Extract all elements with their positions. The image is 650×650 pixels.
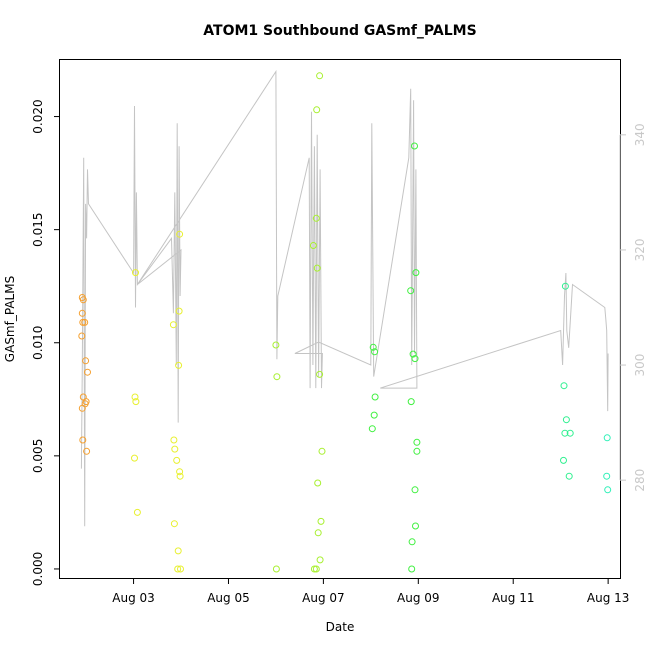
secondary-y-tick-label: 340: [633, 123, 647, 146]
y-tick-label: 0.015: [31, 212, 45, 246]
data-point: [132, 398, 140, 406]
scatter-points-layer: [78, 72, 612, 573]
data-point: [83, 447, 91, 455]
data-point: [169, 321, 177, 329]
data-point: [413, 438, 421, 446]
data-point: [411, 355, 419, 363]
data-point: [176, 230, 184, 238]
data-point: [317, 517, 325, 525]
data-point: [131, 454, 138, 462]
data-point: [133, 508, 141, 516]
data-point: [78, 309, 86, 317]
y-tick-label: 0.000: [31, 552, 45, 586]
data-point: [370, 411, 378, 419]
data-point: [407, 398, 415, 406]
data-point: [413, 447, 421, 455]
data-point: [314, 529, 322, 537]
data-point: [566, 429, 574, 437]
data-point: [412, 522, 419, 530]
data-point: [82, 357, 90, 365]
data-point: [412, 269, 420, 277]
data-point: [78, 404, 86, 412]
data-point: [310, 565, 318, 573]
data-point: [176, 472, 184, 480]
data-point: [174, 565, 182, 573]
x-tick-label: Aug 03: [112, 591, 155, 605]
data-point: [316, 72, 324, 80]
x-tick-label: Aug 05: [207, 591, 250, 605]
data-point: [565, 472, 573, 480]
data-point: [411, 142, 418, 150]
chart-title: ATOM1 Southbound GASmf_PALMS: [203, 23, 476, 39]
y-axis-label: GASmf_PALMS: [3, 276, 17, 362]
data-point: [173, 456, 181, 464]
y-tick-label: 0.020: [31, 99, 45, 133]
y-axis: 0.000 0.005 0.010 0.015 0.020: [31, 99, 60, 586]
data-point: [562, 416, 570, 424]
data-point: [177, 565, 184, 573]
data-point: [176, 468, 184, 476]
data-point: [411, 486, 419, 494]
x-tick-label: Aug 07: [302, 591, 345, 605]
data-point: [79, 318, 87, 326]
secondary-y-axis: 280 300 320 340: [619, 123, 647, 492]
x-tick-label: Aug 11: [492, 591, 535, 605]
data-point: [174, 547, 182, 555]
data-point: [316, 370, 324, 378]
data-point: [273, 373, 281, 381]
data-point: [560, 382, 568, 390]
data-point: [313, 264, 321, 272]
data-point: [407, 287, 415, 295]
x-tick-label: Aug 09: [397, 591, 440, 605]
secondary-series-line: [80, 69, 609, 527]
data-point: [81, 318, 89, 326]
data-point: [131, 393, 139, 401]
y-tick-label: 0.005: [31, 439, 45, 473]
data-point: [312, 214, 320, 222]
data-point: [603, 472, 611, 480]
data-point: [132, 269, 139, 277]
data-point: [309, 242, 317, 249]
data-point: [318, 447, 326, 455]
data-point: [368, 425, 376, 433]
data-point: [408, 565, 416, 573]
data-point: [170, 436, 178, 444]
data-point: [313, 106, 321, 114]
data-point: [170, 520, 178, 528]
data-point: [171, 445, 179, 453]
data-point: [314, 479, 322, 487]
y-tick-label: 0.010: [31, 326, 45, 360]
data-point: [175, 307, 183, 315]
data-point: [560, 456, 567, 464]
data-point: [561, 282, 569, 290]
data-point: [84, 368, 91, 376]
x-axis-label: Date: [326, 620, 355, 634]
x-tick-label: Aug 13: [587, 591, 630, 605]
data-point: [561, 429, 569, 437]
data-point: [603, 434, 611, 442]
data-point: [371, 348, 379, 356]
secondary-line-layer: [80, 69, 609, 527]
secondary-y-tick-label: 280: [633, 469, 647, 492]
data-point: [371, 393, 379, 401]
data-point: [312, 565, 320, 573]
data-point: [316, 556, 324, 564]
data-point: [175, 361, 183, 369]
data-point: [79, 296, 87, 304]
secondary-y-tick-label: 320: [633, 238, 647, 261]
data-point: [604, 486, 612, 494]
x-axis: Aug 03 Aug 05 Aug 07 Aug 09 Aug 11 Aug 13: [112, 578, 629, 605]
data-point: [272, 565, 280, 573]
data-point: [78, 332, 86, 340]
data-point: [272, 341, 280, 349]
data-point: [79, 436, 87, 444]
data-point: [369, 343, 377, 351]
data-point: [408, 538, 416, 546]
secondary-y-tick-label: 300: [633, 354, 647, 377]
data-point: [409, 350, 417, 358]
